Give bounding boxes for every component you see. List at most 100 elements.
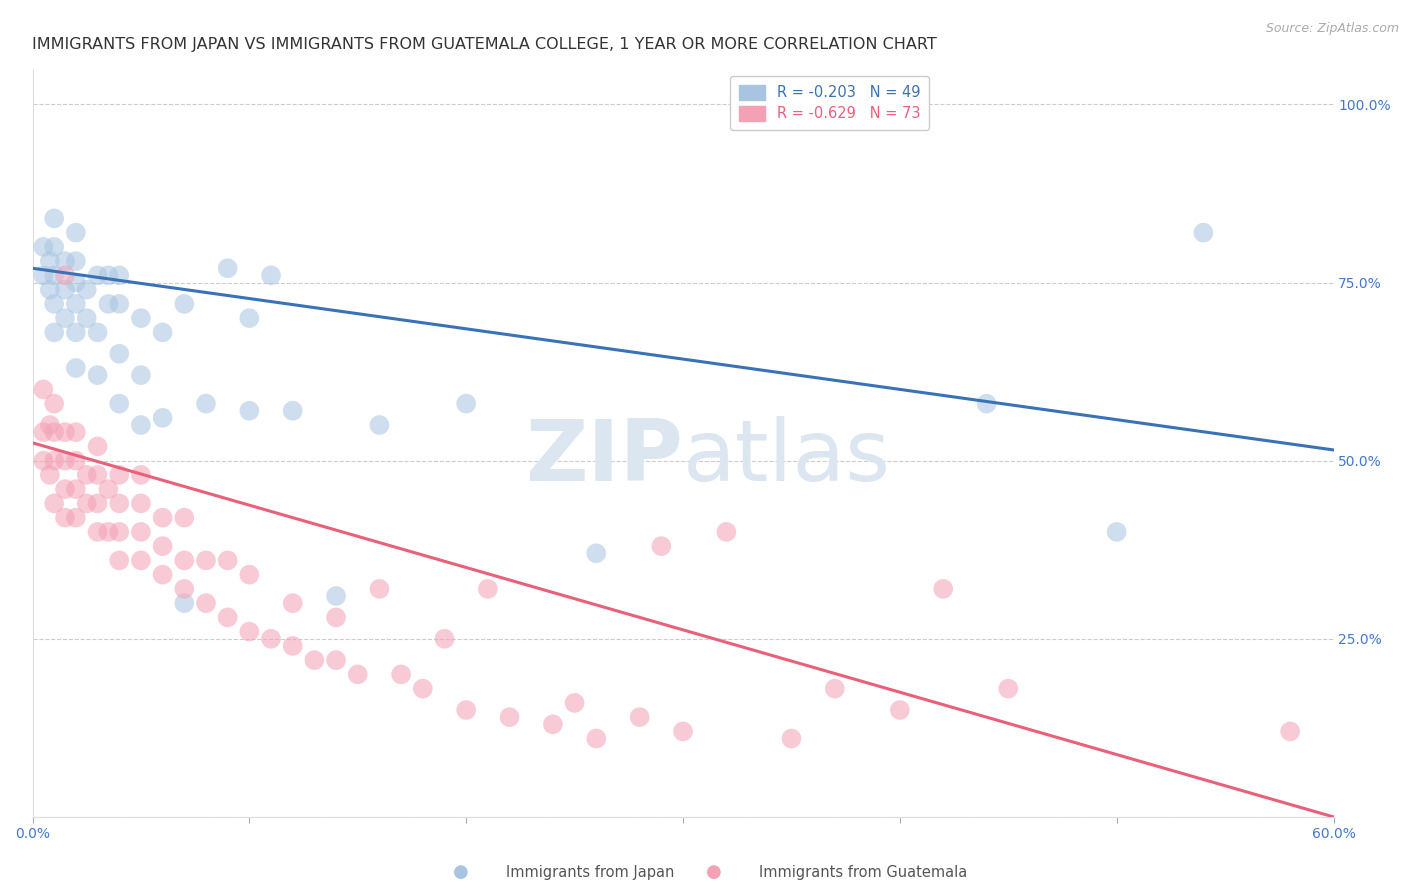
Point (129, 524, 152, 539)
Point (628, 710, 651, 724)
Point (108, 297, 131, 311)
Point (44, 397, 66, 411)
Point (824, 681, 846, 696)
Point (325, 653, 347, 667)
Point (129, 467, 152, 482)
Point (564, 696, 586, 710)
Text: ●: ● (453, 863, 470, 881)
Point (108, 553, 131, 567)
Point (53, 425, 76, 439)
Point (389, 667, 412, 681)
Point (541, 717, 564, 731)
Point (53, 453, 76, 467)
Point (152, 567, 174, 582)
Point (129, 496, 152, 510)
Point (32, 383, 55, 397)
Point (108, 467, 131, 482)
Point (86, 467, 108, 482)
Point (281, 596, 304, 610)
Point (1192, 226, 1215, 240)
Point (108, 397, 131, 411)
Text: Immigrants from Guatemala: Immigrants from Guatemala (759, 865, 967, 880)
Point (976, 397, 998, 411)
Point (53, 254, 76, 268)
Point (585, 731, 607, 746)
Point (97, 268, 120, 283)
Point (217, 553, 239, 567)
Point (260, 268, 283, 283)
Point (65, 226, 87, 240)
Point (217, 261, 239, 276)
Point (44, 211, 66, 226)
Point (194, 553, 217, 567)
Point (53, 510, 76, 524)
Point (412, 681, 434, 696)
Point (456, 397, 478, 411)
Point (44, 240, 66, 254)
Point (672, 724, 695, 739)
Point (65, 326, 87, 340)
Point (346, 667, 368, 681)
Point (108, 268, 131, 283)
Point (32, 425, 55, 439)
Point (65, 453, 87, 467)
Point (325, 589, 347, 603)
Point (65, 510, 87, 524)
Point (65, 361, 87, 376)
Point (650, 539, 672, 553)
Point (53, 311, 76, 326)
Point (32, 240, 55, 254)
Point (456, 703, 478, 717)
Point (238, 311, 260, 326)
Point (238, 624, 260, 639)
Point (108, 347, 131, 361)
Point (217, 610, 239, 624)
Point (173, 582, 195, 596)
Point (716, 524, 738, 539)
Point (194, 397, 217, 411)
Point (477, 582, 499, 596)
Point (86, 268, 108, 283)
Point (65, 276, 87, 290)
Legend: R = -0.203   N = 49, R = -0.629   N = 73: R = -0.203 N = 49, R = -0.629 N = 73 (731, 76, 929, 130)
Text: Immigrants from Japan: Immigrants from Japan (506, 865, 675, 880)
Point (65, 425, 87, 439)
Point (38, 467, 60, 482)
Text: atlas: atlas (683, 417, 891, 500)
Point (433, 632, 456, 646)
Point (194, 596, 217, 610)
Point (108, 496, 131, 510)
Point (238, 403, 260, 417)
Point (44, 268, 66, 283)
Point (173, 510, 195, 524)
Point (997, 681, 1019, 696)
Point (53, 283, 76, 297)
Point (1105, 524, 1128, 539)
Point (498, 710, 520, 724)
Point (152, 510, 174, 524)
Point (86, 496, 108, 510)
Point (932, 582, 955, 596)
Point (65, 482, 87, 496)
Point (32, 453, 55, 467)
Point (173, 297, 195, 311)
Point (44, 496, 66, 510)
Point (152, 326, 174, 340)
Text: Source: ZipAtlas.com: Source: ZipAtlas.com (1265, 22, 1399, 36)
Point (129, 417, 152, 432)
Point (38, 417, 60, 432)
Point (238, 567, 260, 582)
Point (44, 326, 66, 340)
Point (152, 539, 174, 553)
Point (38, 283, 60, 297)
Point (76, 311, 98, 326)
Point (281, 403, 304, 417)
Point (53, 268, 76, 283)
Point (368, 582, 391, 596)
Point (38, 254, 60, 268)
Point (97, 524, 120, 539)
Point (585, 546, 607, 560)
Point (44, 297, 66, 311)
Point (44, 425, 66, 439)
Point (44, 453, 66, 467)
